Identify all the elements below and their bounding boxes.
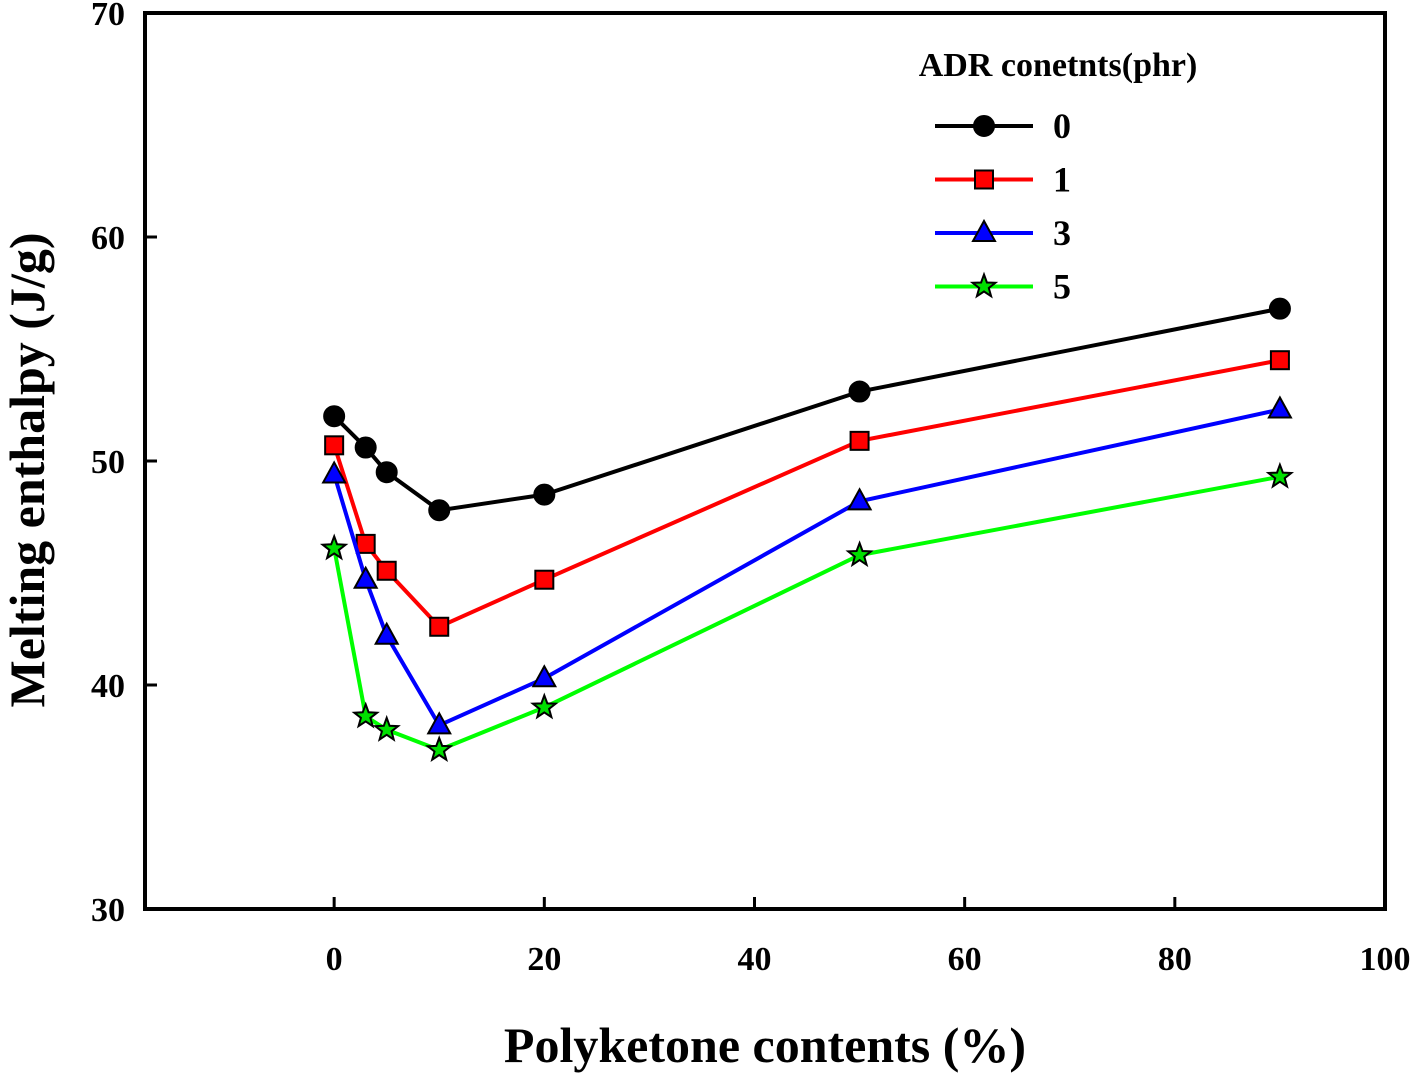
series-line-1 bbox=[332, 358, 1281, 629]
legend-label: 1 bbox=[1053, 160, 1071, 200]
series-line-0 bbox=[332, 306, 1281, 513]
data-point bbox=[428, 499, 451, 522]
data-point bbox=[375, 461, 398, 484]
data-point bbox=[351, 701, 380, 729]
y-tick-label: 70 bbox=[91, 0, 125, 33]
legend-marker bbox=[971, 218, 997, 242]
y-axis-title: Melting enthalpy (J/g) bbox=[0, 233, 55, 708]
x-tick-label: 100 bbox=[1360, 941, 1411, 978]
data-point bbox=[355, 533, 376, 554]
x-tick-label: 60 bbox=[948, 941, 982, 978]
data-point bbox=[849, 430, 870, 451]
series-3 bbox=[321, 395, 1293, 735]
data-point bbox=[1265, 461, 1295, 489]
data-point bbox=[534, 569, 555, 590]
legend-marker bbox=[974, 169, 994, 190]
series-1 bbox=[324, 350, 1290, 637]
data-point bbox=[1268, 297, 1291, 320]
data-point bbox=[323, 405, 346, 428]
y-axis: 30 40 50 60 70 bbox=[91, 0, 157, 929]
x-tick-label: 80 bbox=[1158, 941, 1192, 978]
x-tick-label: 0 bbox=[326, 941, 343, 978]
data-point bbox=[374, 621, 400, 645]
data-point bbox=[324, 435, 345, 456]
x-axis-title: Polyketone contents (%) bbox=[504, 1017, 1026, 1073]
legend-label: 5 bbox=[1053, 267, 1071, 307]
legend-item-3: 3 bbox=[935, 213, 1071, 253]
legend-marker bbox=[969, 271, 999, 299]
data-point bbox=[845, 540, 874, 568]
data-point bbox=[848, 380, 871, 403]
legend-title: ADR conetnts(phr) bbox=[919, 47, 1198, 84]
data-point bbox=[429, 616, 450, 637]
x-tick-label: 20 bbox=[527, 941, 561, 978]
y-tick-label: 60 bbox=[91, 220, 125, 257]
y-tick-label: 40 bbox=[91, 668, 125, 705]
legend-label: 3 bbox=[1053, 213, 1071, 253]
data-point bbox=[425, 735, 454, 763]
legend-item-5: 5 bbox=[935, 267, 1071, 307]
data-point bbox=[1269, 350, 1290, 371]
legend-marker bbox=[973, 115, 995, 137]
data-point bbox=[319, 533, 349, 561]
y-tick-label: 50 bbox=[91, 444, 125, 481]
data-point bbox=[352, 565, 379, 589]
data-point bbox=[533, 483, 556, 506]
data-point bbox=[426, 711, 452, 735]
data-point bbox=[372, 714, 401, 742]
data-point bbox=[1267, 395, 1293, 419]
legend-label: 0 bbox=[1053, 106, 1071, 146]
y-tick-label: 30 bbox=[91, 892, 125, 929]
series-5 bbox=[319, 461, 1295, 763]
data-point bbox=[321, 460, 347, 484]
series-line-3 bbox=[332, 407, 1281, 728]
x-axis: 0 20 40 60 80 100 bbox=[326, 897, 1411, 978]
plot-frame bbox=[143, 11, 1387, 911]
legend-item-0: 0 bbox=[935, 106, 1071, 146]
data-point bbox=[354, 436, 377, 459]
data-point bbox=[846, 487, 873, 511]
data-point bbox=[530, 692, 559, 720]
x-tick-label: 40 bbox=[737, 941, 771, 978]
legend-item-1: 1 bbox=[935, 160, 1071, 200]
legend: ADR conetnts(phr) 0 1 3 5 bbox=[919, 47, 1198, 307]
data-point bbox=[376, 560, 397, 581]
series-layer bbox=[319, 297, 1295, 763]
series-0 bbox=[323, 297, 1291, 522]
data-point bbox=[531, 664, 558, 688]
